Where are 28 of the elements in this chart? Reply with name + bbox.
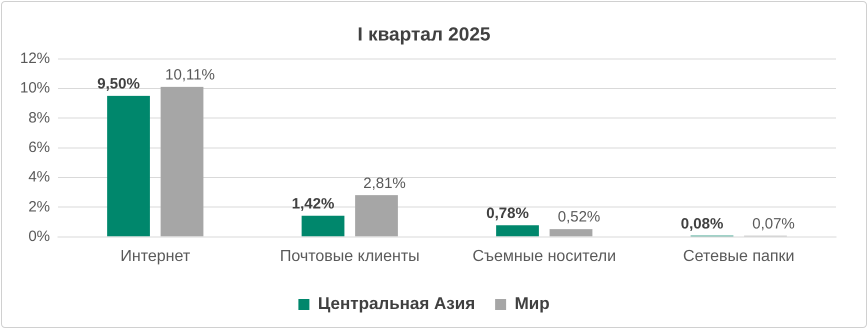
bar <box>496 225 539 236</box>
data-label: 10,11% <box>165 66 215 84</box>
x-tick-label: Съемные носители <box>472 248 616 265</box>
bar <box>160 86 204 236</box>
data-label: 0,07% <box>752 215 795 232</box>
data-label: 2,81% <box>363 174 406 192</box>
bar <box>302 216 344 236</box>
y-tick-label: 0% <box>28 228 50 245</box>
data-label: 9,50% <box>97 76 140 93</box>
y-tick-label: 2% <box>28 198 50 216</box>
y-tick-label: 4% <box>28 168 50 186</box>
y-tick-label: 10% <box>20 80 50 97</box>
y-tick-label: 8% <box>28 109 50 126</box>
data-label: 0,08% <box>680 215 724 232</box>
bar <box>550 229 592 236</box>
legend-label: Мир <box>514 294 550 314</box>
x-tick-label: Интернет <box>120 248 191 265</box>
bar <box>355 195 398 236</box>
legend-label: Центральная Азия <box>318 294 476 314</box>
y-tick-label: 6% <box>28 138 50 156</box>
data-label: 0,52% <box>558 208 600 226</box>
data-label: 1,42% <box>292 195 334 212</box>
data-label: 0,78% <box>486 204 529 222</box>
bar <box>107 96 150 236</box>
x-tick-label: Сетевые папки <box>683 248 794 265</box>
chart-title: I квартал 2025 <box>358 24 491 46</box>
x-tick-label: Почтовые клиенты <box>280 248 420 265</box>
y-tick-label: 12% <box>20 50 50 67</box>
